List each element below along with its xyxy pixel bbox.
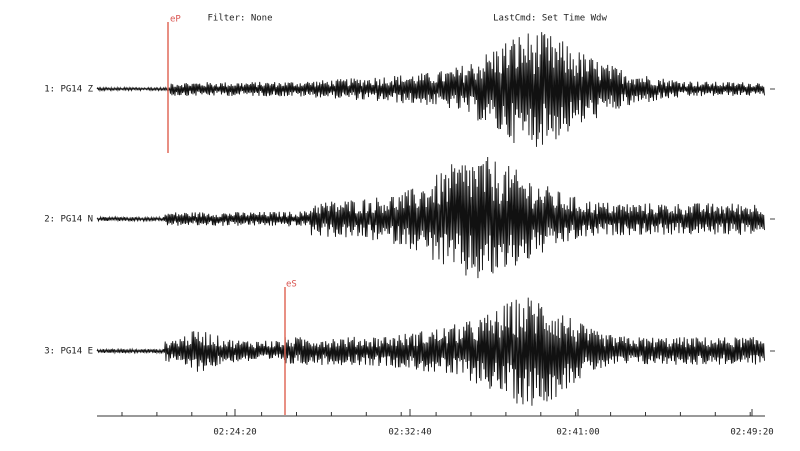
last-command: LastCmd: Set Time Wdw [493, 14, 607, 24]
time-label: 02:49:20 [730, 428, 773, 438]
time-label: 02:41:00 [556, 428, 599, 438]
time-axis [97, 409, 765, 417]
waveform [96, 157, 765, 279]
trace-label: 2: PG14 N [44, 215, 93, 225]
trace-label: 3: PG14 E [44, 347, 93, 357]
pick-label: eS [286, 280, 297, 290]
waveform [96, 32, 765, 147]
waveform [96, 297, 765, 406]
waveforms [96, 32, 765, 406]
filter-status: Filter: None [207, 14, 272, 24]
trace-label: 1: PG14 Z [44, 85, 93, 95]
time-label: 02:32:40 [388, 428, 431, 438]
pick-label: eP [170, 15, 181, 25]
time-label: 02:24:20 [213, 428, 256, 438]
